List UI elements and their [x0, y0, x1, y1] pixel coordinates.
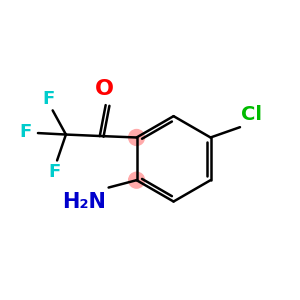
Text: H₂N: H₂N [62, 192, 106, 212]
Text: F: F [48, 163, 60, 181]
Text: Cl: Cl [242, 105, 262, 124]
Circle shape [129, 130, 145, 146]
Text: F: F [20, 123, 32, 141]
Circle shape [129, 172, 145, 188]
Text: O: O [95, 79, 114, 99]
Text: F: F [42, 90, 54, 108]
